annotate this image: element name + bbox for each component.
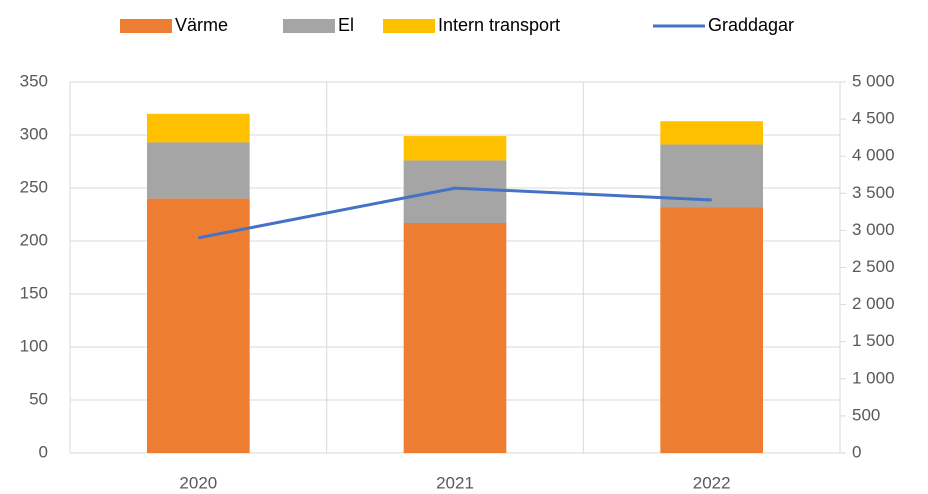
legend: Värme El Intern transport Graddagar: [120, 15, 794, 35]
y2-tick-label: 3 500: [852, 183, 895, 202]
y-tick-label: 50: [29, 389, 48, 408]
bar: [403, 136, 507, 161]
legend-label: Graddagar: [708, 15, 794, 35]
y2-tick-label: 3 000: [852, 220, 895, 239]
bar: [660, 121, 763, 145]
y-tick-label: 350: [20, 71, 48, 90]
y2-tick-label: 0: [852, 442, 861, 461]
x-tick-label: 2022: [693, 473, 731, 492]
bar: [660, 144, 763, 208]
legend-label: Intern transport: [438, 15, 560, 35]
bar: [403, 160, 507, 223]
bar: [147, 142, 250, 199]
y2-tick-label: 2 500: [852, 257, 895, 276]
y-tick-label: 150: [20, 283, 48, 302]
y2-tick-label: 4 000: [852, 146, 895, 165]
legend-swatch: [383, 19, 435, 33]
y-tick-label: 0: [39, 442, 48, 461]
y2-tick-label: 500: [852, 405, 880, 424]
legend-label: Värme: [175, 15, 228, 35]
x-tick-label: 2020: [179, 473, 217, 492]
bar: [403, 222, 507, 453]
legend-swatch: [120, 19, 172, 33]
y2-tick-label: 2 000: [852, 294, 895, 313]
legend-swatch: [283, 19, 335, 33]
y2-tick-label: 1 000: [852, 368, 895, 387]
bar: [147, 198, 250, 453]
y-tick-label: 200: [20, 230, 48, 249]
line: [198, 186, 712, 240]
y-tick-label: 250: [20, 177, 48, 196]
y2-tick-label: 4 500: [852, 109, 895, 128]
legend-label: El: [338, 15, 354, 35]
x-tick-label: 2021: [436, 473, 474, 492]
y2-tick-label: 1 500: [852, 331, 895, 350]
y-tick-label: 300: [20, 124, 48, 143]
bar: [147, 113, 250, 143]
y2-tick-label: 5 000: [852, 71, 895, 90]
bar: [660, 207, 763, 453]
y-tick-label: 100: [20, 336, 48, 355]
